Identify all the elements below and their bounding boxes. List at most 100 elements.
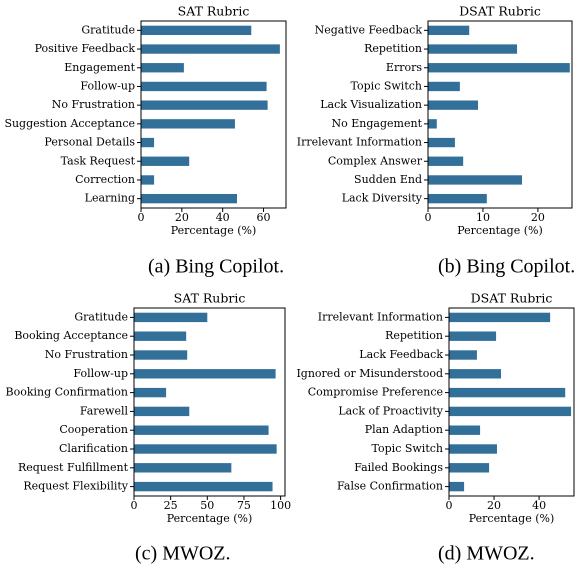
y-tick-label: No Frustration [45,348,128,361]
y-tick-label: Complex Answer [328,154,423,167]
bar [134,369,276,379]
x-tick-label: 20 [531,211,545,224]
y-tick-label: Compromise Preference [308,386,443,399]
bar [449,425,481,435]
y-tick-label: Plan Adaption [365,423,443,436]
bar [134,463,232,473]
x-tick-label: 0 [138,211,145,224]
bar [449,312,551,323]
x-tick-label: 20 [487,499,501,512]
x-tick-label: 100 [270,499,291,512]
bar [141,63,184,73]
bar [134,481,273,492]
y-tick-label: Farewell [80,404,129,417]
bar [449,481,465,492]
bar [449,463,490,473]
y-tick-label: Task Request [61,154,136,167]
bar [428,175,522,185]
x-tick-label: 0 [131,499,138,512]
y-tick-label: Request Flexibility [23,480,128,493]
bar [141,100,268,110]
y-tick-label: Lack Visualization [320,98,422,111]
bar [141,156,190,166]
x-tick-label: 50 [200,499,214,512]
chart-title: DSAT Rubric [459,4,541,19]
bar [449,406,572,417]
y-tick-label: Topic Switch [351,79,422,92]
bar [449,444,497,454]
x-tick-label: 25 [164,499,178,512]
bar [428,63,570,73]
y-tick-label: Topic Switch [372,442,443,455]
y-tick-label: Follow-up [80,79,135,92]
y-tick-label: Lack of Proactivity [338,404,443,417]
bar [141,175,155,185]
bar [449,350,477,360]
bar [141,81,267,92]
y-tick-label: Negative Feedback [315,23,423,36]
y-tick-label: Sudden End [354,173,422,186]
bar [428,119,437,129]
y-tick-label: Clarification [59,442,128,455]
bar [134,331,187,341]
y-tick-label: Repetition [364,42,422,55]
y-tick-label: Follow-up [73,367,128,380]
caption: (c) MWOZ. [135,543,231,565]
y-tick-label: Gratitude [74,310,128,323]
bar [428,25,470,36]
y-tick-label: Irrelevant Information [318,310,443,323]
y-tick-label: Lack Feedback [359,348,443,361]
bar [449,369,502,379]
y-tick-label: Lack Diversity [342,192,423,205]
bar [428,156,464,166]
x-tick-label: 40 [216,211,230,224]
x-tick-label: 60 [257,211,271,224]
caption: (b) Bing Copilot. [438,256,575,278]
y-tick-label: Booking Acceptance [14,329,128,342]
chart-title: SAT Rubric [178,4,250,19]
chart-title: DSAT Rubric [471,291,553,306]
x-tick-label: 40 [532,499,546,512]
bar [134,406,190,417]
x-axis-label: Percentage (%) [469,512,555,525]
bar [428,100,479,110]
bar [449,331,497,341]
y-tick-label: Request Fulfillment [18,461,129,474]
bar [449,387,566,398]
bar [141,44,280,54]
x-axis-label: Percentage (%) [167,512,253,525]
bar [428,81,460,92]
y-tick-label: Suggestion Acceptance [4,117,135,130]
plot-frame [133,307,286,497]
y-tick-label: Errors [386,61,422,74]
plot-frame [448,307,575,497]
x-tick-label: 75 [237,499,251,512]
chart-title: SAT Rubric [174,291,246,306]
bar [428,193,487,204]
y-tick-label: Ignored or Misunderstood [296,367,443,380]
bar [428,44,518,54]
bar [141,193,237,204]
y-tick-label: Irrelevant Information [297,136,422,149]
y-tick-label: Failed Bookings [354,461,443,474]
y-tick-label: Positive Feedback [35,42,136,55]
bar [134,444,277,454]
bar [141,137,155,148]
caption: (d) MWOZ. [438,543,535,565]
y-tick-label: Personal Details [44,136,135,149]
x-tick-label: 0 [425,211,432,224]
y-tick-label: Engagement [64,61,135,74]
bar [134,312,208,323]
x-axis-label: Percentage (%) [457,224,543,237]
plot-frame [427,20,573,209]
y-tick-label: Correction [75,173,135,186]
x-tick-label: 20 [175,211,189,224]
bar [134,350,188,360]
y-tick-label: Learning [85,192,135,205]
y-tick-label: Repetition [385,329,443,342]
y-tick-label: Gratitude [81,23,135,36]
y-tick-label: False Confirmation [337,480,443,493]
x-tick-label: 0 [446,499,453,512]
bar [141,119,235,129]
